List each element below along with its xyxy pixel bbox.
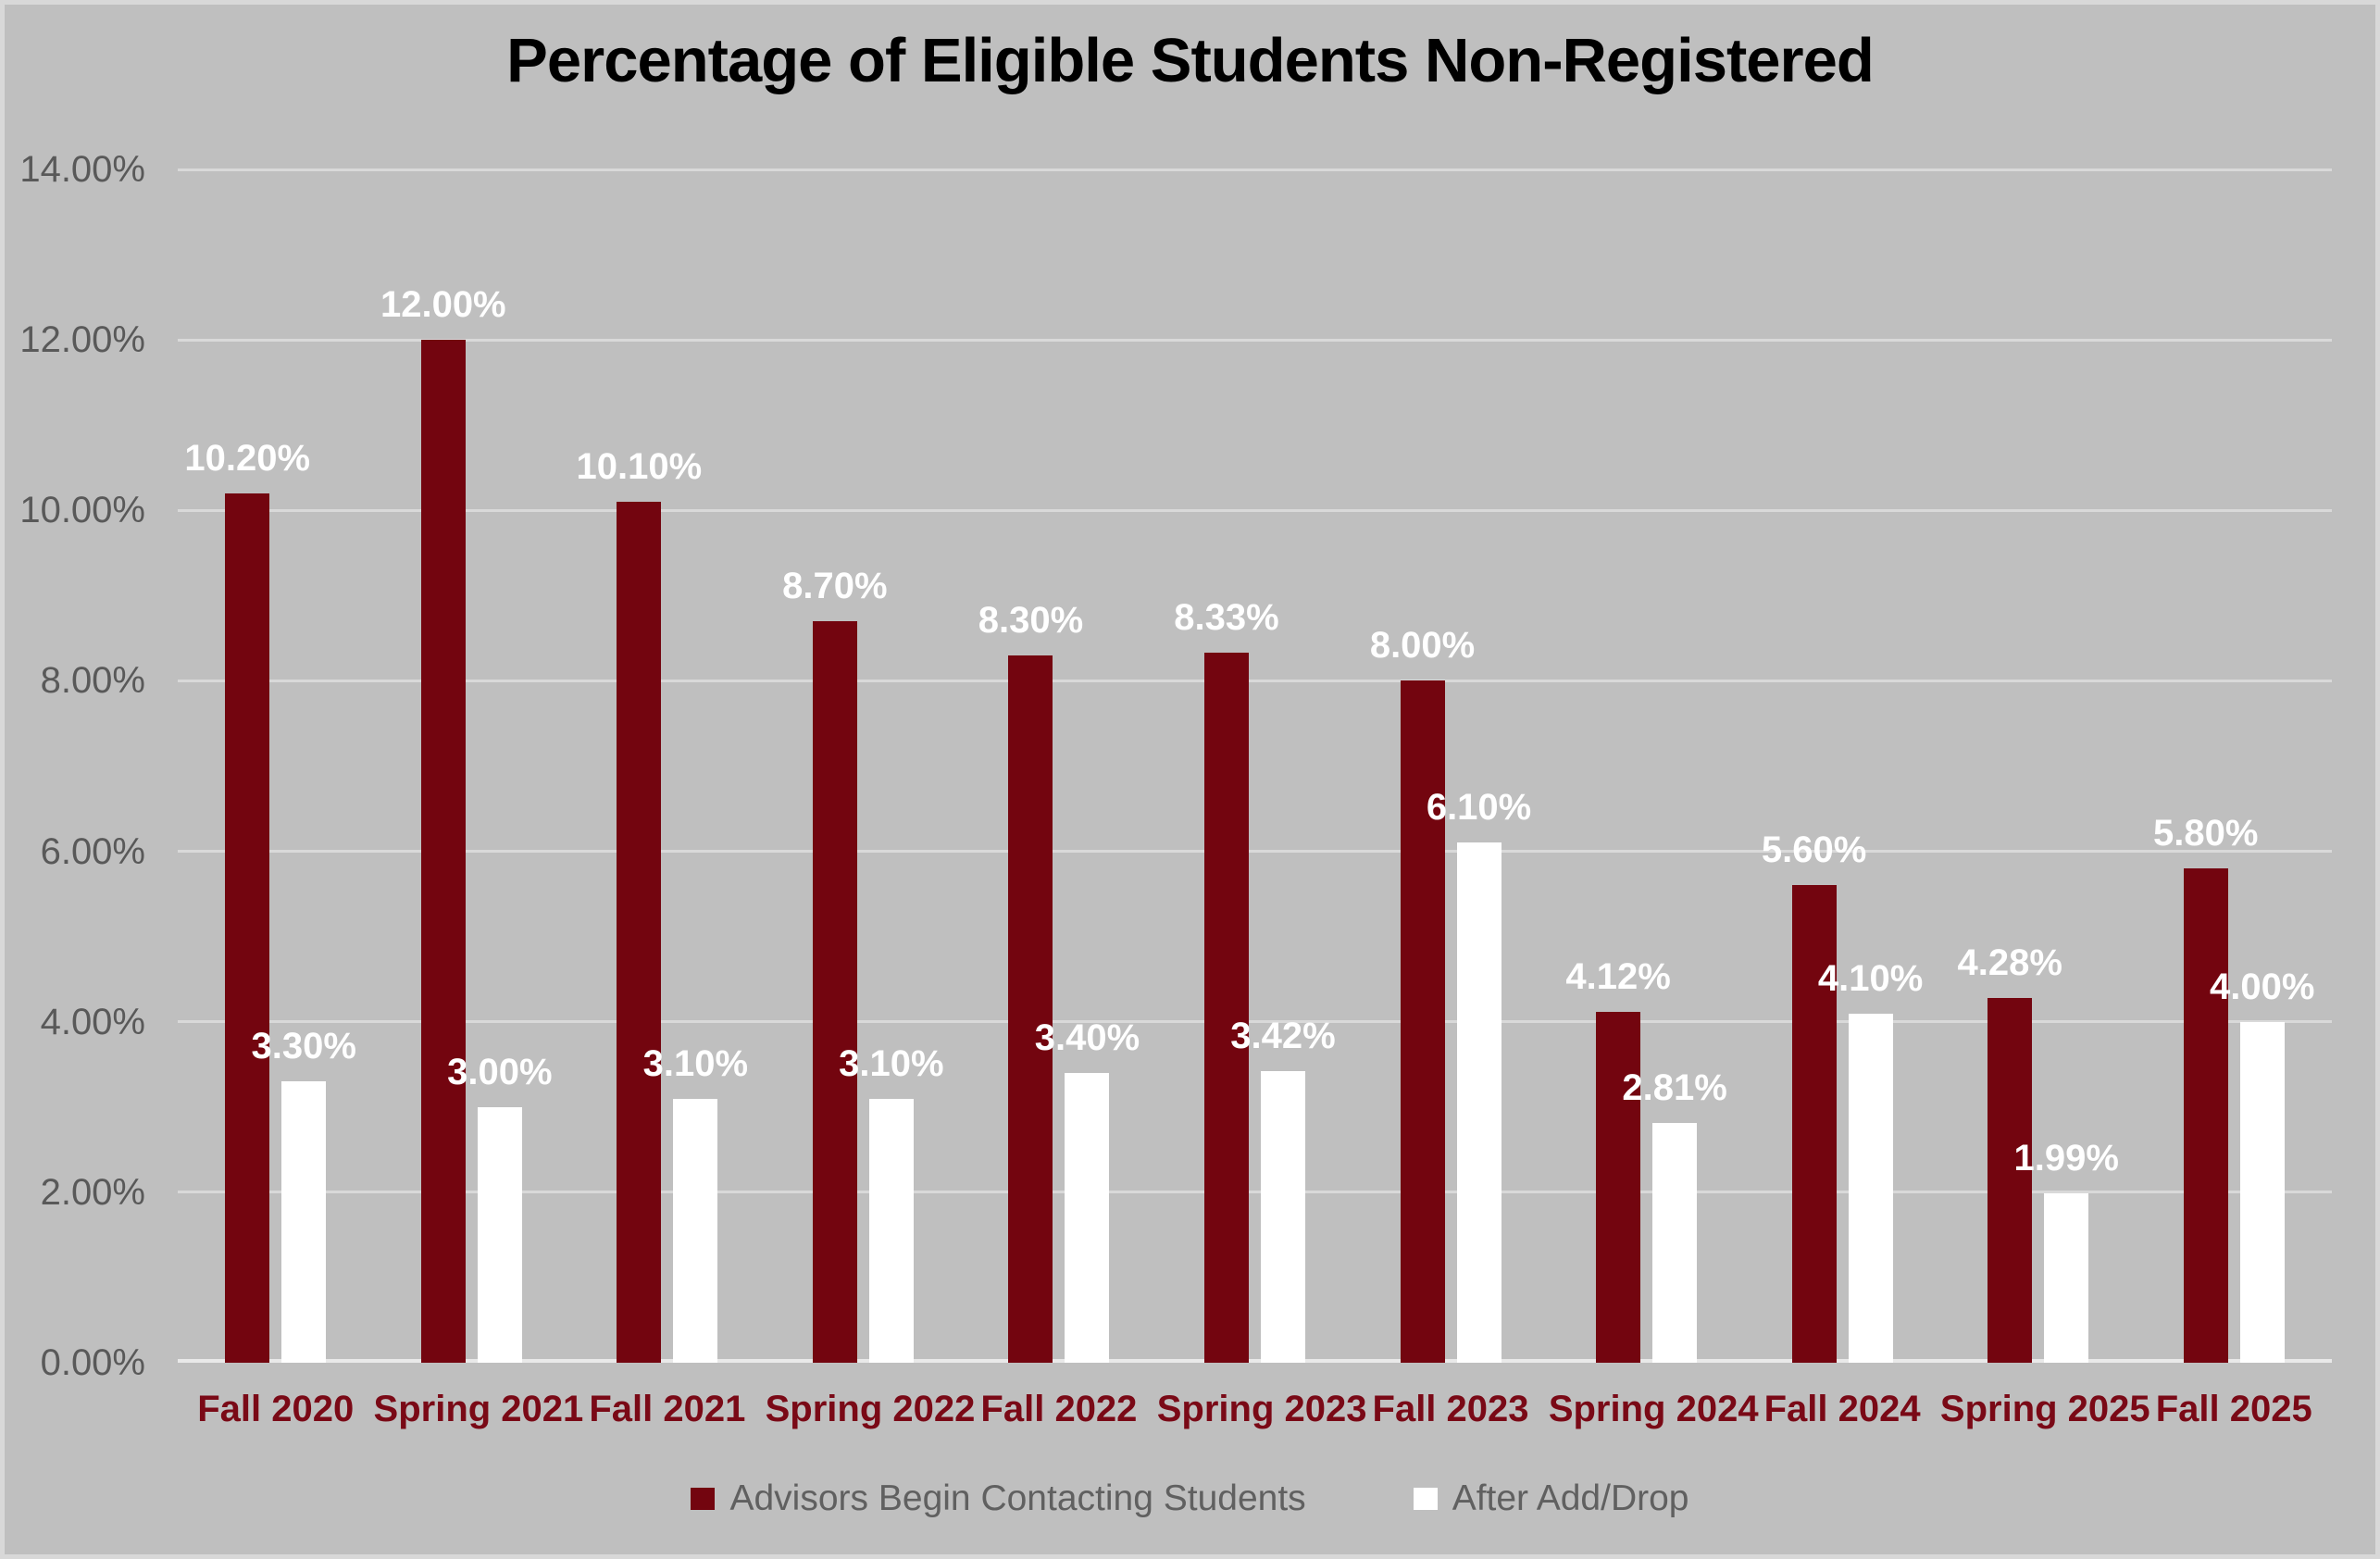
- legend-label-advisors: Advisors Begin Contacting Students: [729, 1478, 1306, 1518]
- y-tick-label: 14.00%: [19, 149, 145, 190]
- legend-item-advisors: Advisors Begin Contacting Students: [691, 1478, 1306, 1519]
- x-axis-label: Spring 2024: [1548, 1389, 1759, 1429]
- bar-advisors: [420, 340, 466, 1363]
- y-tick-label: 12.00%: [19, 319, 145, 361]
- bar-value-label: 3.10%: [642, 1042, 749, 1084]
- bar-after-add-drop: [2239, 1021, 2285, 1363]
- bar-value-label: 10.20%: [184, 437, 311, 479]
- bar-advisors: [1791, 885, 1837, 1363]
- gridline: [178, 679, 2332, 682]
- chart-title: Percentage of Eligible Students Non-Regi…: [506, 26, 1875, 95]
- bar-advisors: [1400, 680, 1445, 1363]
- bar-advisors: [1987, 997, 2033, 1363]
- bar-group: 8.33% 3.42%: [1157, 169, 1353, 1363]
- bar-value-label: 8.70%: [782, 565, 888, 606]
- gridline: [178, 1191, 2332, 1194]
- x-axis-label: Spring 2023: [1156, 1389, 1367, 1429]
- bar-group: 4.12% 2.81%: [1549, 169, 1745, 1363]
- x-axis-line: [178, 1359, 2332, 1363]
- gridline: [178, 338, 2332, 342]
- bar-value-label: 8.00%: [1369, 625, 1476, 667]
- x-axis-label: Spring 2022: [765, 1389, 976, 1429]
- bar-after-add-drop: [281, 1081, 327, 1363]
- bar-after-add-drop: [673, 1098, 718, 1363]
- gridline: [178, 850, 2332, 854]
- y-tick-label: 8.00%: [40, 660, 145, 702]
- x-axis-label: Spring 2025: [1939, 1389, 2150, 1429]
- bar-group: 5.60% 4.10%: [1744, 169, 1940, 1363]
- bar-advisors: [1203, 653, 1249, 1363]
- bar-advisors: [812, 620, 857, 1363]
- bar-after-add-drop: [1456, 842, 1502, 1363]
- bar-advisors: [225, 493, 270, 1363]
- bar-value-label: 10.10%: [576, 446, 703, 488]
- y-tick-label: 4.00%: [40, 1001, 145, 1042]
- bar-advisors: [2183, 868, 2228, 1363]
- legend-swatch-advisors: [691, 1488, 716, 1510]
- x-axis-label: Fall 2023: [1372, 1389, 1529, 1429]
- bar-group: 12.00% 3.00%: [374, 169, 570, 1363]
- bar-after-add-drop: [1065, 1072, 1110, 1363]
- x-axis-label: Fall 2025: [2155, 1389, 2312, 1429]
- bar-value-label: 3.30%: [251, 1026, 356, 1067]
- x-axis-label: Fall 2024: [1763, 1389, 1921, 1429]
- bar-group: 5.80% 4.00%: [2136, 169, 2332, 1363]
- bar-value-label: 4.28%: [1957, 942, 2062, 983]
- legend: Advisors Begin Contacting Students After…: [5, 1478, 2375, 1519]
- bar-group: 4.28% 1.99%: [1940, 169, 2137, 1363]
- bar-group: 8.00% 6.10%: [1352, 169, 1549, 1363]
- bar-advisors: [1596, 1011, 1641, 1363]
- gridline: [178, 168, 2332, 171]
- y-tick-label: 2.00%: [40, 1171, 145, 1213]
- bar-value-label: 3.00%: [447, 1051, 553, 1092]
- bar-value-label: 6.10%: [1426, 787, 1532, 829]
- bar-after-add-drop: [1652, 1123, 1698, 1363]
- x-axis-label: Fall 2022: [980, 1389, 1138, 1429]
- bar-value-label: 3.42%: [1230, 1016, 1336, 1057]
- legend-label-after-add-drop: After Add/Drop: [1452, 1478, 1689, 1518]
- x-axis-label: Fall 2021: [589, 1389, 746, 1429]
- bar-value-label: 4.12%: [1565, 955, 1671, 997]
- bar-after-add-drop: [2044, 1192, 2089, 1363]
- bar-after-add-drop: [477, 1106, 522, 1363]
- bar-group: 8.30% 3.40%: [961, 169, 1157, 1363]
- bar-value-label: 12.00%: [380, 284, 506, 326]
- plot-area: [178, 168, 2332, 1363]
- bar-value-label: 3.10%: [839, 1042, 944, 1084]
- bar-value-label: 2.81%: [1622, 1067, 1727, 1109]
- legend-item-after-add-drop: After Add/Drop: [1413, 1478, 1689, 1519]
- bar-value-label: 8.30%: [978, 599, 1084, 641]
- bar-group: 10.10% 3.10%: [569, 169, 766, 1363]
- y-tick-label: 10.00%: [19, 490, 145, 531]
- bar-after-add-drop: [1260, 1071, 1305, 1363]
- x-axis-label: Spring 2021: [373, 1389, 584, 1429]
- bar-after-add-drop: [868, 1098, 914, 1363]
- bar-group: 10.20% 3.30%: [178, 169, 374, 1363]
- bar-advisors: [1008, 655, 1053, 1363]
- x-axis-label: Fall 2020: [197, 1389, 355, 1429]
- bar-advisors: [617, 502, 662, 1363]
- y-tick-label: 6.00%: [40, 830, 145, 872]
- gridline: [178, 1020, 2332, 1024]
- bar-value-label: 5.60%: [1761, 829, 1867, 871]
- bar-value-label: 4.00%: [2210, 966, 2315, 1007]
- bar-value-label: 4.10%: [1817, 957, 1924, 999]
- gridline: [178, 508, 2332, 512]
- bar-after-add-drop: [1848, 1013, 1893, 1363]
- bar-value-label: 8.33%: [1174, 597, 1279, 639]
- bar-value-label: 1.99%: [2013, 1137, 2119, 1179]
- y-tick-label: 0.00%: [40, 1342, 145, 1383]
- bar-value-label: 3.40%: [1034, 1016, 1140, 1058]
- legend-swatch-after-add-drop: [1413, 1488, 1438, 1510]
- bar-group: 8.70% 3.10%: [766, 169, 962, 1363]
- bar-value-label: 5.80%: [2153, 813, 2259, 854]
